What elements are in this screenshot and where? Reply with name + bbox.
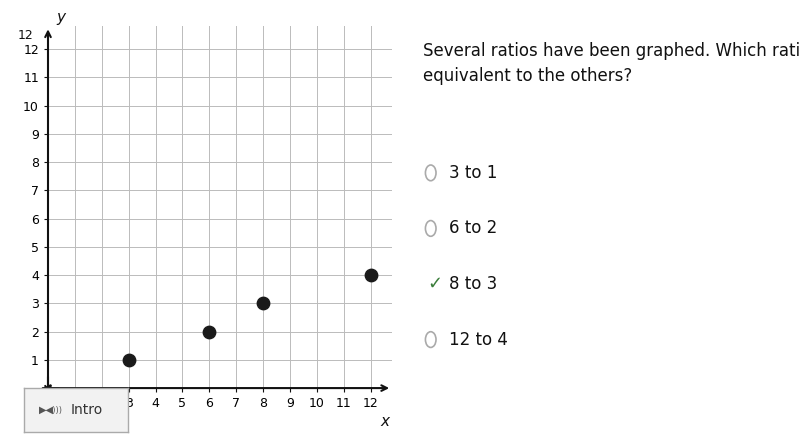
Text: 3 to 1: 3 to 1 <box>449 164 498 182</box>
Text: 12 to 4: 12 to 4 <box>449 331 508 348</box>
Text: 12: 12 <box>18 29 34 42</box>
Text: ✓: ✓ <box>427 275 442 293</box>
Text: y: y <box>56 10 65 25</box>
Point <box>257 300 270 307</box>
Text: ▶◀: ▶◀ <box>39 405 54 415</box>
Text: Several ratios have been graphed. Which ratio is not
equivalent to the others?: Several ratios have been graphed. Which … <box>423 42 800 85</box>
Text: 8 to 3: 8 to 3 <box>449 275 498 293</box>
Text: 6 to 2: 6 to 2 <box>449 220 498 237</box>
Point <box>122 356 135 363</box>
Text: x: x <box>380 414 390 429</box>
Text: ))): ))) <box>47 406 62 415</box>
Point <box>364 272 377 279</box>
Text: Intro: Intro <box>70 403 102 417</box>
Point <box>203 328 216 335</box>
